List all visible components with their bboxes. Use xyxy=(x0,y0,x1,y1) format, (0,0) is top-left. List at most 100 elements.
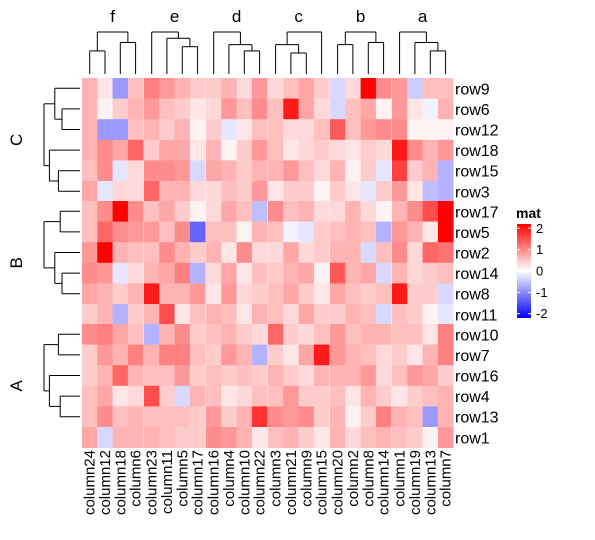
heatmap-cell xyxy=(159,201,175,222)
heatmap-cell xyxy=(437,119,454,141)
heatmap-cell xyxy=(298,304,315,325)
heatmap-cell xyxy=(392,139,408,161)
row-label: row13 xyxy=(455,410,499,427)
heatmap-cell xyxy=(268,221,284,243)
column-label: column15 xyxy=(314,450,331,515)
heatmap-cell xyxy=(375,283,392,305)
heatmap-cell xyxy=(313,139,330,161)
heatmap-cell xyxy=(345,160,361,182)
heatmap-cell xyxy=(437,242,454,264)
row-label: row8 xyxy=(455,287,490,304)
heatmap-cell xyxy=(236,365,253,387)
heatmap-cell xyxy=(206,304,222,325)
heatmap-cell xyxy=(97,78,113,99)
heatmap-cell xyxy=(159,385,175,407)
heatmap-cell xyxy=(82,324,98,345)
heatmap-cell xyxy=(345,262,361,284)
heatmap-cell xyxy=(345,324,361,345)
heatmap-cell xyxy=(221,406,237,428)
heatmap-cell xyxy=(82,406,98,428)
heatmap-cell xyxy=(330,181,346,202)
heatmap-cell xyxy=(283,385,299,407)
legend-tick-label: 1 xyxy=(536,242,543,257)
heatmap-cell xyxy=(144,242,160,264)
heatmap-cell xyxy=(189,139,206,161)
heatmap-cell xyxy=(268,283,284,305)
heatmap-cell xyxy=(159,78,175,99)
heatmap-cell xyxy=(127,324,144,345)
heatmap-cell xyxy=(283,119,299,141)
row-label: row11 xyxy=(455,307,497,324)
heatmap-cell xyxy=(112,304,129,325)
column-group-label: d xyxy=(232,7,241,26)
heatmap-cell xyxy=(236,139,253,161)
heatmap-cell xyxy=(82,98,98,120)
heatmap-cell xyxy=(174,406,191,428)
heatmap-cell xyxy=(360,160,377,182)
heatmap-cell xyxy=(174,365,191,387)
column-label: column17 xyxy=(190,450,207,515)
heatmap-cell xyxy=(360,427,377,448)
heatmap-cell xyxy=(422,139,439,161)
heatmap-cell xyxy=(159,139,175,161)
column-label: column5 xyxy=(174,450,191,507)
heatmap-cell xyxy=(174,221,191,243)
legend-tick-label: -2 xyxy=(536,306,548,321)
heatmap-cell xyxy=(360,262,377,284)
heatmap-cell xyxy=(375,324,392,345)
heatmap-cell xyxy=(112,98,129,120)
heatmap-cell xyxy=(330,78,346,99)
heatmap-cell xyxy=(112,385,129,407)
heatmap-cell xyxy=(298,119,315,141)
heatmap-cell xyxy=(375,262,392,284)
heatmap-cell xyxy=(82,201,98,222)
heatmap-cell xyxy=(375,139,392,161)
heatmap-cell xyxy=(206,139,222,161)
heatmap-cell xyxy=(189,385,206,407)
heatmap-cell xyxy=(174,201,191,222)
heatmap-cell xyxy=(127,365,144,387)
heatmap-cell xyxy=(97,344,113,366)
heatmap-cell xyxy=(221,324,237,345)
heatmap-cell xyxy=(313,262,330,284)
heatmap-cell xyxy=(330,283,346,305)
heatmap-cell xyxy=(345,365,361,387)
heatmap-cell xyxy=(127,344,144,366)
heatmap-cell xyxy=(422,78,439,99)
heatmap-cell xyxy=(313,242,330,264)
heatmap-cell xyxy=(189,427,206,448)
heatmap-cell xyxy=(283,181,299,202)
heatmap-cell xyxy=(283,365,299,387)
heatmap-cell xyxy=(298,283,315,305)
heatmap-cell xyxy=(82,262,98,284)
heatmap-cell xyxy=(407,201,423,222)
heatmap-cell xyxy=(437,385,454,407)
heatmap-cell xyxy=(144,98,160,120)
heatmap-cell xyxy=(313,344,330,366)
heatmap-cell xyxy=(221,181,237,202)
heatmap-cell xyxy=(144,119,160,141)
heatmap-cell xyxy=(82,385,98,407)
heatmap-cell xyxy=(206,119,222,141)
heatmap-cell xyxy=(392,119,408,141)
heatmap-cell xyxy=(392,324,408,345)
heatmap-cell xyxy=(127,221,144,243)
heatmap-cell xyxy=(206,406,222,428)
heatmap-cell xyxy=(298,242,315,264)
heatmap-cell xyxy=(127,181,144,202)
heatmap-cell xyxy=(268,365,284,387)
heatmap-cell xyxy=(112,139,129,161)
heatmap-cell xyxy=(298,98,315,120)
heatmap-cell xyxy=(82,119,98,141)
heatmap-cell xyxy=(422,98,439,120)
heatmap-cell xyxy=(144,324,160,345)
heatmap-cell xyxy=(251,427,268,448)
heatmap-cell xyxy=(330,344,346,366)
heatmap-cell xyxy=(221,262,237,284)
heatmap-cell xyxy=(268,385,284,407)
heatmap-cell xyxy=(174,181,191,202)
column-label: column20 xyxy=(330,450,347,515)
heatmap-cell xyxy=(360,304,377,325)
heatmap-cell xyxy=(392,283,408,305)
heatmap-cell xyxy=(283,427,299,448)
